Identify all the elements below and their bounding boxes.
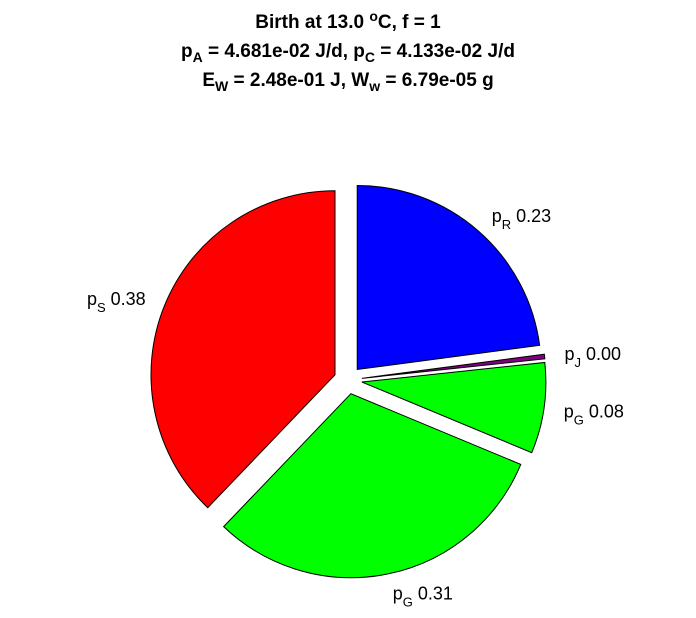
pie-slice-g-2 [361, 361, 547, 454]
title-line-3: EW = 2.48e-01 J, Ww = 6.79e-05 g [202, 70, 494, 94]
chart-title: Birth at 13.0 oC, f = 1 pA = 4.681e-02 J… [0, 8, 696, 95]
pie-slice-g-3 [222, 393, 522, 579]
title-line-2: pA = 4.681e-02 J/d, pC = 4.133e-02 J/d [181, 41, 515, 65]
pie-slice-r-0 [356, 184, 541, 371]
slice-label-g-3: pG 0.31 [393, 583, 453, 609]
slice-label-s-4: pS 0.38 [87, 289, 146, 315]
slice-label-r-0: pR 0.23 [492, 206, 551, 232]
slice-label-j-1: pJ 0.00 [564, 344, 621, 370]
title-line-1: Birth at 13.0 oC, f = 1 [255, 8, 441, 33]
pie-slice-j-1 [361, 353, 546, 379]
slice-label-g-2: pG 0.08 [564, 401, 624, 427]
pie-slice-s-4 [150, 190, 336, 509]
